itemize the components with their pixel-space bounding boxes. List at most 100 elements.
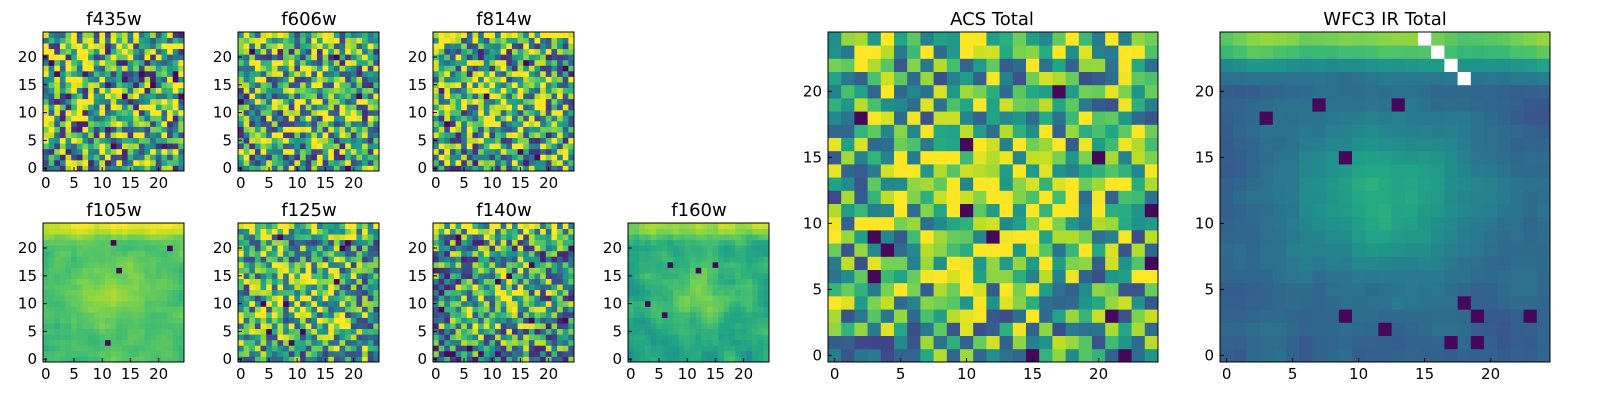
heatmap-cell — [444, 159, 451, 166]
heatmap-cell — [362, 311, 369, 318]
heatmap-cell — [455, 356, 462, 363]
heatmap-cell — [472, 137, 479, 144]
heatmap-cell — [48, 93, 55, 100]
heatmap-cell — [356, 165, 363, 172]
heatmap-cell — [305, 311, 312, 318]
heatmap-cell — [345, 82, 352, 88]
heatmap-cell — [752, 278, 759, 285]
heatmap-cell — [345, 32, 352, 38]
heatmap-cell — [43, 126, 50, 133]
heatmap-cell — [316, 137, 323, 144]
heatmap-cell — [763, 267, 770, 274]
heatmap-cell — [266, 350, 273, 357]
y-tick-label: 20 — [603, 239, 622, 257]
heatmap-cell — [71, 328, 78, 335]
heatmap-cell — [639, 278, 646, 285]
heatmap-cell — [93, 295, 100, 302]
heatmap-cell — [568, 228, 575, 235]
heatmap-cell — [466, 234, 473, 241]
heatmap-cell — [718, 317, 725, 324]
heatmap-cell — [178, 339, 185, 346]
heatmap-cell — [300, 137, 307, 144]
heatmap-cell — [345, 234, 352, 241]
heatmap-cell — [433, 37, 440, 44]
heatmap-cell — [472, 345, 479, 352]
heatmap-cell — [271, 93, 278, 100]
heatmap-cell — [345, 339, 352, 346]
heatmap-cell — [367, 93, 374, 100]
heatmap-cell — [1105, 282, 1119, 297]
heatmap-cell — [362, 43, 369, 50]
heatmap-cell — [735, 228, 742, 235]
heatmap-cell — [506, 228, 513, 235]
heatmap-cell — [161, 143, 168, 150]
heatmap-cell — [500, 350, 507, 357]
heatmap-cell — [311, 137, 318, 144]
heatmap-cell — [444, 306, 451, 313]
heatmap-cell — [506, 334, 513, 341]
heatmap-cell — [500, 37, 507, 44]
heatmap-cell — [294, 323, 301, 330]
heatmap-cell — [144, 273, 151, 279]
heatmap-cell — [373, 54, 380, 61]
heatmap-cell — [678, 345, 685, 352]
heatmap-cell — [356, 159, 363, 166]
heatmap-cell — [54, 234, 61, 241]
x-tick-label: 10 — [483, 365, 502, 383]
heatmap-cell — [127, 328, 134, 335]
heatmap-cell — [528, 70, 535, 77]
heatmap-cell — [1026, 190, 1040, 204]
y-tick-label: 0 — [612, 350, 622, 368]
heatmap-cell — [93, 154, 100, 161]
heatmap-cell — [271, 278, 278, 285]
heatmap-cell — [249, 82, 256, 88]
heatmap-cell — [489, 328, 496, 335]
heatmap-cell — [678, 239, 685, 246]
heatmap-cell — [684, 328, 691, 335]
heatmap-cell — [1052, 256, 1066, 270]
heatmap-cell — [328, 48, 335, 55]
heatmap-cell — [523, 278, 530, 285]
heatmap-cell — [48, 317, 55, 324]
heatmap-cell — [150, 76, 157, 83]
heatmap-cell — [116, 132, 123, 139]
heatmap-cell — [266, 334, 273, 341]
heatmap-cell — [288, 137, 295, 144]
heatmap-cell — [48, 137, 55, 144]
heatmap-cell — [466, 87, 473, 94]
heatmap-cell — [735, 317, 742, 324]
heatmap-cell — [438, 356, 445, 363]
heatmap-cell — [155, 43, 162, 50]
heatmap-cell — [167, 126, 174, 133]
heatmap-cell — [628, 223, 635, 229]
heatmap-cell — [172, 267, 179, 274]
heatmap-cell — [455, 256, 462, 263]
heatmap-cell — [356, 295, 363, 302]
heatmap-cell — [339, 223, 346, 229]
heatmap-cell — [551, 109, 558, 116]
heatmap-cell — [356, 132, 363, 139]
heatmap-cell — [628, 239, 635, 246]
heatmap-cell — [76, 159, 83, 166]
heatmap-cell — [433, 284, 440, 291]
heatmap-cell — [933, 322, 948, 336]
heatmap-cell — [322, 345, 329, 352]
heatmap-cell — [373, 334, 380, 341]
heatmap-cell — [283, 250, 290, 257]
heatmap-cell — [373, 48, 380, 55]
heatmap-cell — [1144, 216, 1159, 231]
heatmap-cell — [161, 104, 168, 111]
heatmap-cell — [433, 98, 440, 105]
heatmap-cell — [466, 98, 473, 105]
heatmap-cell — [986, 137, 1000, 152]
heatmap-cell — [506, 223, 513, 229]
heatmap-cell — [339, 278, 346, 285]
heatmap-cell — [138, 165, 145, 172]
heatmap-cell — [311, 87, 318, 94]
heatmap-cell — [495, 165, 502, 172]
heatmap-cell — [294, 261, 301, 268]
panel-title-f435w: f435w — [86, 9, 141, 30]
heatmap-cell — [127, 137, 134, 144]
heatmap-cell — [500, 120, 507, 127]
